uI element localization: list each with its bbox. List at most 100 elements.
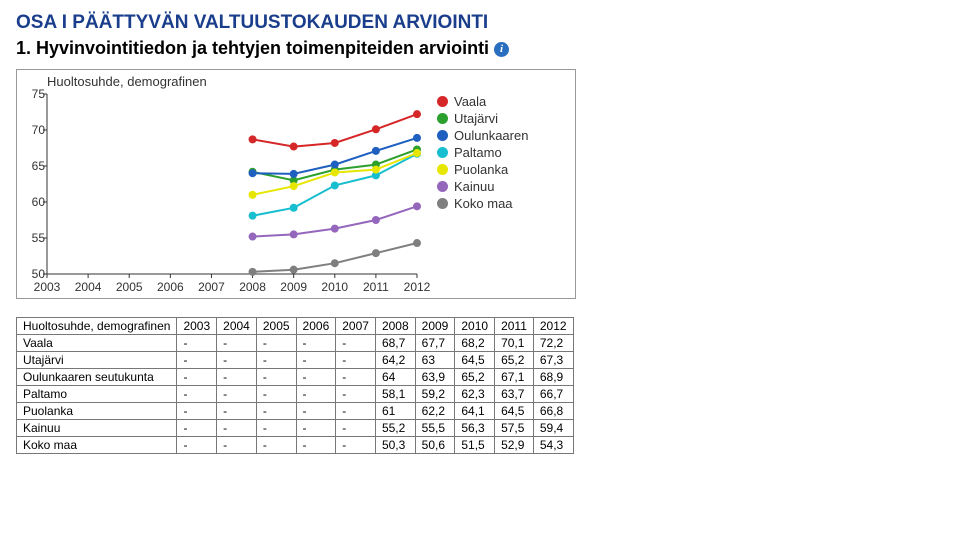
x-tick-label: 2012 (404, 280, 431, 294)
table-cell: 68,9 (533, 369, 573, 386)
x-tick-label: 2004 (75, 280, 102, 294)
table-body: Vaala-----68,767,768,270,172,2Utajärvi--… (17, 335, 574, 454)
table-cell: - (296, 369, 336, 386)
chart-legend: Vaala Utajärvi Oulunkaaren Paltamo Puolanka K… (437, 94, 528, 213)
y-tick-label: 60 (23, 195, 45, 209)
y-tick-label: 70 (23, 123, 45, 137)
table-row-label: Utajärvi (17, 352, 177, 369)
table-cell: 52,9 (495, 437, 534, 454)
table-cell: 64,2 (375, 352, 415, 369)
table-cell: 63,9 (415, 369, 455, 386)
table-cell: - (336, 386, 376, 403)
chart-container: Huoltosuhde, demografinen 505560657075 2… (16, 69, 576, 299)
table-cell: - (256, 386, 296, 403)
table-cell: - (177, 352, 217, 369)
table-header-year: 2003 (177, 318, 217, 335)
table-header-year: 2007 (336, 318, 376, 335)
table-cell: - (296, 352, 336, 369)
info-icon[interactable]: i (494, 42, 509, 57)
table-row: Kainuu-----55,255,556,357,559,4 (17, 420, 574, 437)
table-cell: 55,5 (415, 420, 455, 437)
table-cell: 70,1 (495, 335, 534, 352)
table-cell: - (336, 420, 376, 437)
table-cell: 56,3 (455, 420, 495, 437)
legend-item: Oulunkaaren (437, 128, 528, 143)
table-cell: 54,3 (533, 437, 573, 454)
table-row-label: Vaala (17, 335, 177, 352)
legend-item: Puolanka (437, 162, 528, 177)
table-cell: 62,3 (455, 386, 495, 403)
table-cell: - (296, 420, 336, 437)
table-cell: 72,2 (533, 335, 573, 352)
table-cell: - (336, 437, 376, 454)
table-header-year: 2009 (415, 318, 455, 335)
table-row-label: Puolanka (17, 403, 177, 420)
legend-dot-icon (437, 147, 448, 158)
table-cell: 68,2 (455, 335, 495, 352)
table-header-year: 2012 (533, 318, 573, 335)
table-row: Koko maa-----50,350,651,552,954,3 (17, 437, 574, 454)
table-cell: - (256, 437, 296, 454)
table-cell: 64,1 (455, 403, 495, 420)
table-row-label: Kainuu (17, 420, 177, 437)
legend-dot-icon (437, 198, 448, 209)
table-cell: 62,2 (415, 403, 455, 420)
table-row: Oulunkaaren seutukunta-----6463,965,267,… (17, 369, 574, 386)
table-cell: - (256, 352, 296, 369)
table-cell: - (296, 386, 336, 403)
table-cell: - (217, 369, 257, 386)
table-cell: - (217, 403, 257, 420)
table-row: Paltamo-----58,159,262,363,766,7 (17, 386, 574, 403)
table-cell: - (256, 335, 296, 352)
table-header-year: 2008 (375, 318, 415, 335)
y-tick-label: 55 (23, 231, 45, 245)
table-cell: - (217, 386, 257, 403)
table-cell: - (256, 403, 296, 420)
table-row-label: Paltamo (17, 386, 177, 403)
legend-label: Utajärvi (454, 111, 498, 126)
legend-label: Vaala (454, 94, 486, 109)
legend-label: Koko maa (454, 196, 513, 211)
table-cell: - (177, 386, 217, 403)
table-cell: 63,7 (495, 386, 534, 403)
table-cell: 58,1 (375, 386, 415, 403)
table-row: Vaala-----68,767,768,270,172,2 (17, 335, 574, 352)
table-cell: 67,1 (495, 369, 534, 386)
table-cell: 68,7 (375, 335, 415, 352)
data-table: Huoltosuhde, demografinen200320042005200… (16, 317, 574, 454)
page-subtitle: 1. Hyvinvointitiedon ja tehtyjen toimenp… (16, 38, 943, 59)
x-tick-label: 2007 (198, 280, 225, 294)
table-cell: - (336, 369, 376, 386)
legend-item: Koko maa (437, 196, 528, 211)
table-cell: 64,5 (455, 352, 495, 369)
table-cell: 64,5 (495, 403, 534, 420)
x-tick-label: 2003 (34, 280, 61, 294)
table-cell: 51,5 (455, 437, 495, 454)
chart-plot-area (47, 94, 417, 274)
table-cell: 50,6 (415, 437, 455, 454)
legend-item: Kainuu (437, 179, 528, 194)
table-cell: - (336, 335, 376, 352)
table-row: Puolanka-----6162,264,164,566,8 (17, 403, 574, 420)
x-tick-label: 2011 (363, 280, 389, 294)
legend-dot-icon (437, 164, 448, 175)
legend-item: Paltamo (437, 145, 528, 160)
table-row-label: Oulunkaaren seutukunta (17, 369, 177, 386)
table-cell: - (177, 335, 217, 352)
legend-label: Paltamo (454, 145, 502, 160)
x-tick-label: 2005 (116, 280, 143, 294)
table-header-year: 2010 (455, 318, 495, 335)
legend-label: Kainuu (454, 179, 494, 194)
x-tick-label: 2008 (239, 280, 266, 294)
table-cell: 55,2 (375, 420, 415, 437)
table-cell: - (217, 420, 257, 437)
table-cell: - (217, 437, 257, 454)
y-tick-label: 50 (23, 267, 45, 281)
table-cell: 50,3 (375, 437, 415, 454)
page-subtitle-text: 1. Hyvinvointitiedon ja tehtyjen toimenp… (16, 38, 489, 58)
table-cell: 61 (375, 403, 415, 420)
table-cell: 59,2 (415, 386, 455, 403)
legend-dot-icon (437, 130, 448, 141)
table-header-row: Huoltosuhde, demografinen200320042005200… (17, 318, 574, 335)
table-cell: 57,5 (495, 420, 534, 437)
